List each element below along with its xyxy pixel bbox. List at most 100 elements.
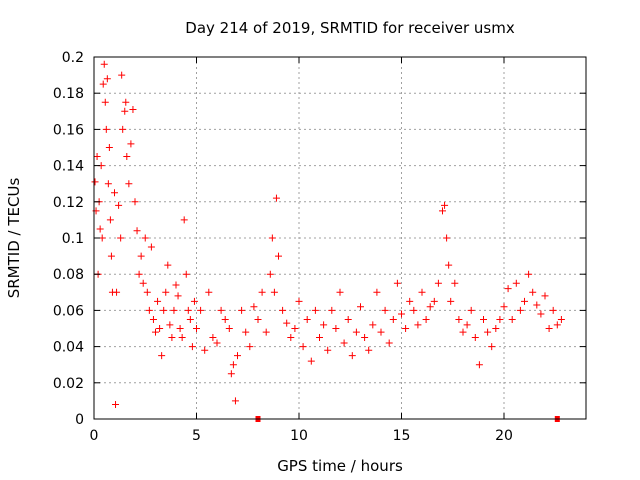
data-point — [402, 325, 410, 332]
data-point — [291, 325, 299, 332]
y-tick-label: 0.12 — [53, 195, 84, 211]
data-point — [143, 288, 151, 296]
data-point — [125, 180, 133, 188]
data-point — [340, 339, 348, 347]
data-point — [410, 306, 418, 314]
data-point — [213, 339, 221, 347]
data-point — [500, 303, 508, 311]
data-point — [320, 321, 328, 329]
data-point — [389, 315, 397, 323]
data-point — [229, 361, 237, 369]
data-point — [164, 261, 172, 269]
data-point — [182, 270, 190, 278]
data-point — [201, 346, 209, 354]
data-point — [193, 325, 200, 332]
data-point — [484, 328, 492, 336]
data-point — [104, 180, 112, 188]
data-point — [147, 243, 155, 251]
data-point — [279, 306, 287, 314]
y-tick-label: 0.08 — [53, 267, 84, 283]
data-point — [373, 288, 381, 296]
data-point — [268, 234, 276, 242]
data-point — [471, 334, 479, 342]
data-point — [418, 288, 426, 296]
data-point — [209, 334, 217, 342]
data-point — [311, 306, 319, 314]
data-point — [166, 321, 174, 329]
data-point — [170, 306, 178, 314]
data-point — [112, 401, 120, 409]
data-point — [119, 125, 127, 133]
data-point — [445, 261, 453, 269]
data-point — [137, 252, 145, 260]
data-point — [117, 234, 125, 242]
data-point — [231, 397, 239, 405]
y-tick-label: 0.14 — [53, 159, 84, 175]
data-point — [190, 297, 198, 305]
x-axis-ticks: 0 5 10 15 20 — [90, 57, 513, 444]
data-point — [447, 297, 455, 305]
data-point — [508, 315, 516, 323]
data-point — [99, 80, 107, 88]
data-point — [102, 125, 110, 133]
data-point — [184, 306, 192, 314]
data-point — [283, 319, 291, 327]
data-point — [480, 315, 487, 323]
data-point — [242, 328, 250, 336]
x-tick-label: 10 — [290, 428, 308, 444]
data-point — [111, 189, 118, 197]
data-point — [121, 107, 129, 115]
data-point — [217, 306, 225, 314]
data-point — [154, 297, 162, 305]
data-point — [521, 297, 528, 305]
data-point — [516, 306, 524, 314]
data-point — [118, 71, 126, 79]
data-point — [488, 343, 496, 351]
data-point — [385, 339, 393, 347]
x-tick-label: 15 — [393, 428, 411, 444]
data-point — [156, 325, 164, 332]
data-point — [250, 303, 258, 311]
data-point — [254, 315, 262, 323]
y-tick-label: 0.04 — [53, 340, 84, 356]
data-point — [307, 357, 315, 365]
data-point — [160, 306, 168, 314]
data-point — [113, 288, 121, 296]
data-point — [348, 352, 356, 360]
data-point — [272, 194, 280, 202]
data-point — [328, 306, 336, 314]
data-point — [106, 216, 114, 224]
data-point — [537, 310, 545, 318]
data-point — [525, 270, 533, 278]
data-point — [512, 279, 520, 287]
data-point — [303, 315, 311, 323]
data-point — [553, 321, 561, 329]
data-point — [475, 361, 483, 369]
data-point — [145, 306, 153, 314]
data-point — [324, 346, 332, 354]
data-point — [101, 98, 109, 106]
data-point — [135, 270, 143, 278]
x-tick-label: 20 — [495, 428, 513, 444]
data-point — [533, 301, 541, 309]
data-point — [129, 105, 137, 113]
data-point — [463, 321, 471, 329]
data-point — [426, 303, 434, 311]
data-point — [122, 98, 130, 106]
data-point — [377, 328, 385, 336]
data-point — [336, 288, 344, 296]
data-point — [172, 281, 180, 289]
data-point — [123, 153, 131, 161]
data-point — [299, 343, 307, 351]
data-point — [439, 207, 446, 215]
data-point — [541, 292, 549, 300]
data-point — [492, 325, 500, 332]
data-point — [398, 310, 405, 318]
data-point — [178, 334, 186, 342]
data-point — [287, 334, 295, 342]
data-point — [234, 352, 241, 360]
data-point — [96, 225, 104, 233]
data-point — [93, 153, 101, 161]
data-point — [361, 334, 369, 342]
data-point — [434, 279, 442, 287]
